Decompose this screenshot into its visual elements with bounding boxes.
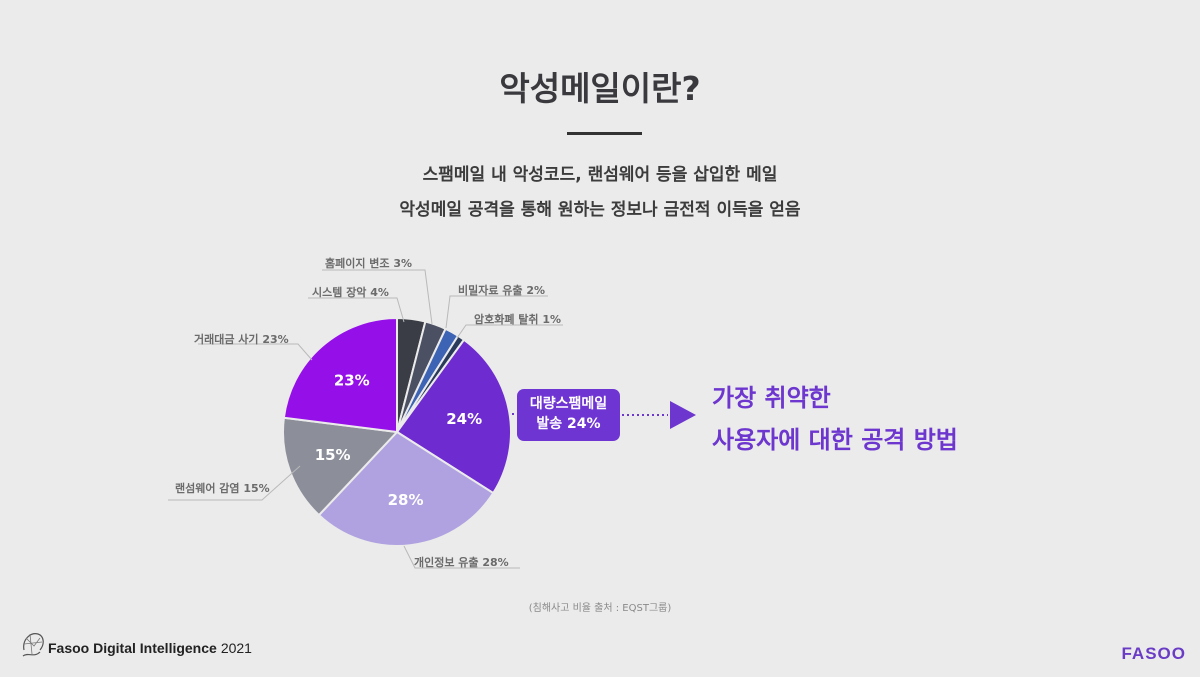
globe-logo-icon [22, 633, 44, 657]
leader-line [198, 343, 313, 361]
pie-slice [395, 338, 512, 495]
label-crypto: 암호화폐 탈취 1% [474, 313, 562, 326]
callout-line-2: 발송 24% [536, 416, 601, 432]
headline-line-1: 가장 취약한 [712, 384, 831, 412]
slice-percent-label: 28% [388, 491, 424, 509]
label-homepage: 홈페이지 변조 3% [325, 257, 413, 270]
label-ransomware: 랜섬웨어 감염 15% [175, 482, 270, 495]
subtitle-line-1: 스팸메일 내 악성코드, 랜섬웨어 등을 삽입한 메일 [422, 165, 778, 185]
label-fraud: 거래대금 사기 23% [194, 333, 289, 346]
source-note: (침해사고 비율 출처 : EQST그룹) [528, 603, 672, 614]
footer-company: Fasoo Digital Intelligence [48, 640, 217, 656]
slice-percent-label: 23% [334, 372, 370, 390]
label-system: 시스템 장악 4% [312, 286, 389, 299]
pie-slice [282, 416, 400, 517]
spam-callout: 대량스팸메일 발송 24% [517, 389, 620, 441]
pie-slice [282, 316, 398, 434]
brand-logo: FASOO [1121, 644, 1186, 663]
footer-year: 2021 [220, 640, 252, 656]
slice-percent-label: 24% [446, 410, 482, 428]
title-divider [567, 132, 642, 135]
label-privacy: 개인정보 유출 28% [414, 556, 509, 569]
subtitle-line-2: 악성메일 공격을 통해 원하는 정보나 금전적 이득을 얻음 [399, 200, 801, 220]
pie-slice [317, 430, 495, 547]
arrow-icon [670, 401, 696, 429]
label-secret: 비밀자료 유출 2% [458, 284, 546, 297]
headline-line-2: 사용자에 대한 공격 방법 [712, 426, 958, 454]
footer-logo: Fasoo Digital Intelligence 2021 [20, 630, 252, 660]
slide-title: 악성메일이란? [499, 69, 701, 108]
slice-percent-label: 15% [315, 446, 351, 464]
callout-line-1: 대량스팸메일 [529, 396, 608, 412]
